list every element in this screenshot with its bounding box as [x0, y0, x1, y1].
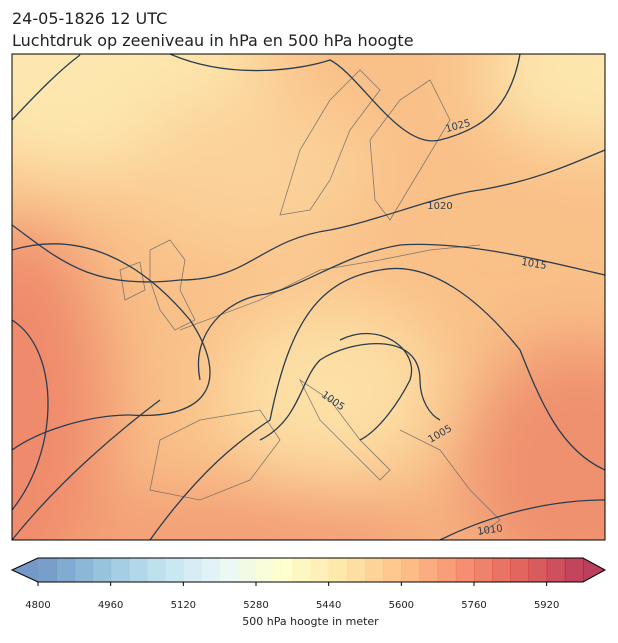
height-shading: [12, 54, 605, 540]
colorbar-swatch: [328, 558, 348, 582]
colorbar-tick-label: 5600: [389, 600, 414, 611]
colorbar-swatch: [237, 558, 257, 582]
isobar-label: 1015: [520, 257, 547, 272]
colorbar-swatch: [365, 558, 384, 582]
colorbar-extend-high: [583, 558, 605, 582]
colorbar-swatch: [165, 558, 184, 582]
title-line-2: Luchtdruk op zeeniveau in hPa en 500 hPa…: [12, 31, 414, 50]
colorbar-swatch: [546, 558, 566, 582]
colorbar-tick-label: 5920: [534, 600, 559, 611]
colorbar-swatch: [201, 558, 221, 582]
colorbar-label: 500 hPa hoogte in meter: [242, 615, 379, 628]
colorbar-swatch: [128, 558, 148, 582]
colorbar-tick-label: 4800: [25, 600, 50, 611]
colorbar-swatch: [564, 558, 584, 582]
map-frame: [11, 53, 606, 541]
colorbar-swatch: [183, 558, 202, 582]
colorbar-swatch: [38, 558, 57, 582]
colorbar-tick-label: 5280: [243, 600, 268, 611]
isobar-label: 1020: [427, 201, 452, 212]
colorbar: 4800 4960 5120 5280 5440 5600 5760 5920 500 hPa …: [10, 557, 607, 628]
colorbar-swatch: [419, 558, 439, 582]
title-line-1: 24-05-1826 12 UTC: [12, 9, 167, 28]
colorbar-swatch: [74, 558, 93, 582]
colorbar-tick-label: 5120: [171, 600, 196, 611]
colorbar-swatch: [437, 558, 457, 582]
colorbar-swatch: [56, 558, 75, 582]
colorbar-swatch: [92, 558, 112, 582]
colorbar-swatch: [474, 558, 493, 582]
colorbar-swatch: [147, 558, 166, 582]
colorbar-swatch: [110, 558, 130, 582]
colorbar-swatch: [274, 558, 293, 582]
colorbar-swatch: [256, 558, 275, 582]
colorbar-swatch: [292, 558, 311, 582]
coastlines: [119, 69, 501, 536]
colorbar-swatch: [310, 558, 330, 582]
colorbar-swatch: [401, 558, 420, 582]
colorbar-swatch: [510, 558, 529, 582]
isobar-label: 1010: [477, 523, 504, 537]
colorbar-tick-label: 5440: [316, 600, 341, 611]
colorbar-tick-label: 5760: [461, 600, 486, 611]
isobars: [12, 54, 605, 540]
colorbar-extend-low: [12, 558, 38, 582]
colorbar-swatch: [346, 558, 366, 582]
colorbar-swatch: [492, 558, 511, 582]
colorbar-swatch: [528, 558, 548, 582]
colorbar-swatch: [219, 558, 239, 582]
colorbar-swatch: [383, 558, 402, 582]
colorbar-tick-label: 4960: [98, 600, 123, 611]
colorbar-swatch: [455, 558, 475, 582]
